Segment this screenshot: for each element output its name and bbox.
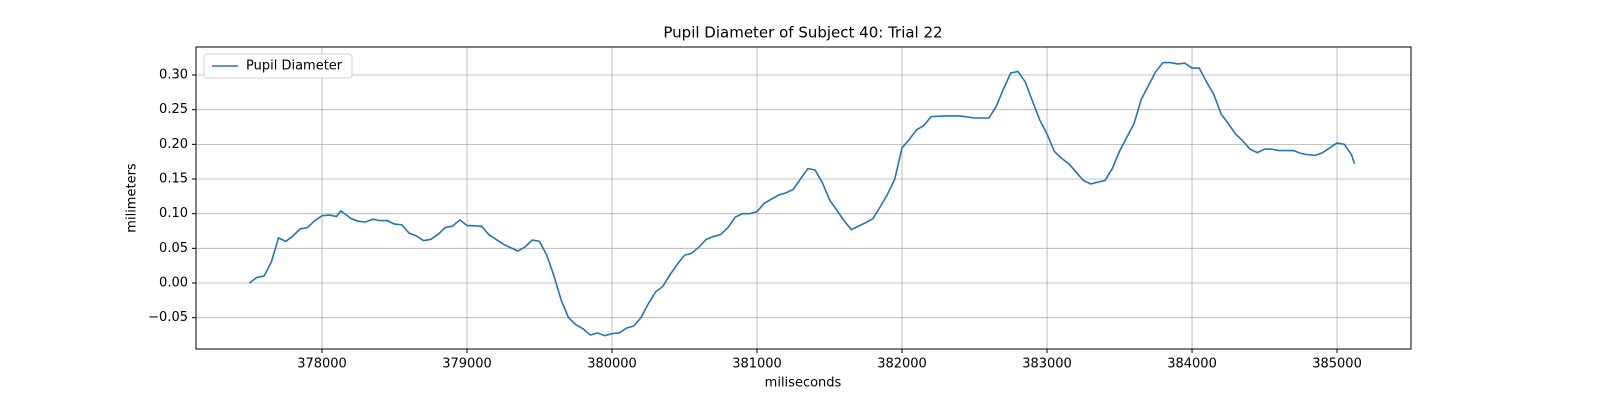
x-tick-label: 380000 <box>587 357 637 372</box>
chart-title: Pupil Diameter of Subject 40: Trial 22 <box>663 24 942 42</box>
y-tick-label: −0.05 <box>148 310 188 325</box>
x-tick-label: 384000 <box>1167 357 1217 372</box>
x-tick-label: 382000 <box>877 357 927 372</box>
y-tick-label: 0.00 <box>159 275 188 290</box>
x-axis-label: miliseconds <box>765 376 842 391</box>
y-tick-label: 0.30 <box>159 68 188 83</box>
x-tick-label: 381000 <box>732 357 782 372</box>
y-tick-label: 0.20 <box>159 137 188 152</box>
y-tick-label: 0.15 <box>159 172 188 187</box>
line-series <box>249 61 1356 337</box>
y-tick-label: 0.10 <box>159 206 188 221</box>
x-tick-label: 379000 <box>442 357 492 372</box>
plot-frame <box>195 46 1412 350</box>
x-tick-label: 383000 <box>1022 357 1072 372</box>
legend-box <box>203 53 353 79</box>
legend-label: Pupil Diameter <box>246 59 343 74</box>
y-tick-label: 0.25 <box>159 102 188 117</box>
y-tick-label: 0.05 <box>159 241 188 256</box>
x-tick-label: 378000 <box>297 357 347 372</box>
x-tick-label: 385000 <box>1312 357 1362 372</box>
y-axis-label: milimeters <box>125 163 140 233</box>
